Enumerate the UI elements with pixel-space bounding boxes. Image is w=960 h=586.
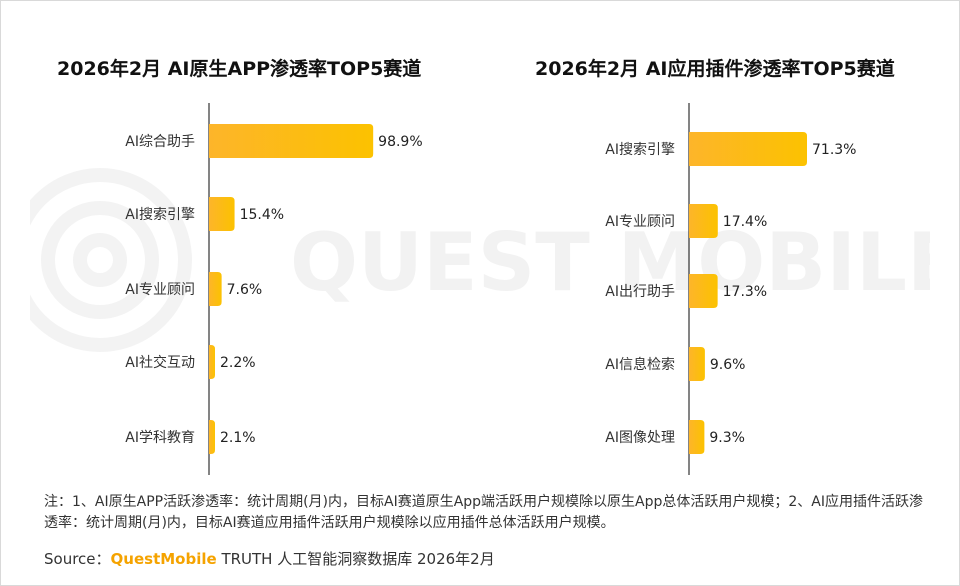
data-label: 9.6% bbox=[710, 357, 746, 373]
bar bbox=[209, 124, 374, 158]
category-label: AI信息检索 bbox=[605, 356, 675, 373]
bar bbox=[209, 345, 215, 379]
data-label: 17.4% bbox=[723, 214, 767, 230]
source-line: Source：QuestMobile TRUTH 人工智能洞察数据库 2026年… bbox=[44, 548, 495, 569]
category-label: AI图像处理 bbox=[605, 430, 675, 446]
data-label: 17.3% bbox=[723, 284, 767, 300]
data-label: 98.9% bbox=[378, 134, 422, 150]
category-label: AI社交互动 bbox=[125, 354, 195, 371]
category-label: AI搜索引擎 bbox=[125, 206, 195, 223]
bar bbox=[209, 420, 215, 454]
bar bbox=[689, 347, 705, 381]
category-label: AI出行助手 bbox=[605, 284, 675, 300]
bar bbox=[689, 132, 807, 166]
data-label: 7.6% bbox=[227, 282, 263, 298]
category-label: AI搜索引擎 bbox=[605, 141, 675, 158]
data-label: 9.3% bbox=[709, 430, 745, 446]
data-label: 2.1% bbox=[220, 430, 256, 446]
category-label: AI综合助手 bbox=[125, 134, 195, 150]
chart-1-title: 2026年2月 AI原生APP渗透率TOP5赛道 bbox=[57, 58, 422, 80]
category-label: AI学科教育 bbox=[125, 430, 195, 446]
bar bbox=[689, 204, 718, 238]
source-brand: QuestMobile bbox=[110, 550, 217, 568]
data-label: 71.3% bbox=[812, 142, 856, 158]
footnote: 注：1、AI原生APP活跃渗透率：统计周期(月)内，目标AI赛道原生App端活跃… bbox=[44, 494, 924, 531]
bar bbox=[209, 272, 222, 306]
data-label: 2.2% bbox=[220, 355, 256, 371]
data-label: 15.4% bbox=[240, 207, 284, 223]
category-label: AI专业顾问 bbox=[125, 282, 195, 298]
source-prefix: Source： bbox=[44, 550, 111, 568]
source-suffix: TRUTH 人工智能洞察数据库 2026年2月 bbox=[216, 550, 495, 568]
bar bbox=[689, 420, 705, 454]
chart-2-title: 2026年2月 AI应用插件渗透率TOP5赛道 bbox=[535, 58, 895, 80]
bar bbox=[209, 197, 235, 231]
category-label: AI专业顾问 bbox=[605, 214, 675, 230]
bar bbox=[689, 274, 718, 308]
